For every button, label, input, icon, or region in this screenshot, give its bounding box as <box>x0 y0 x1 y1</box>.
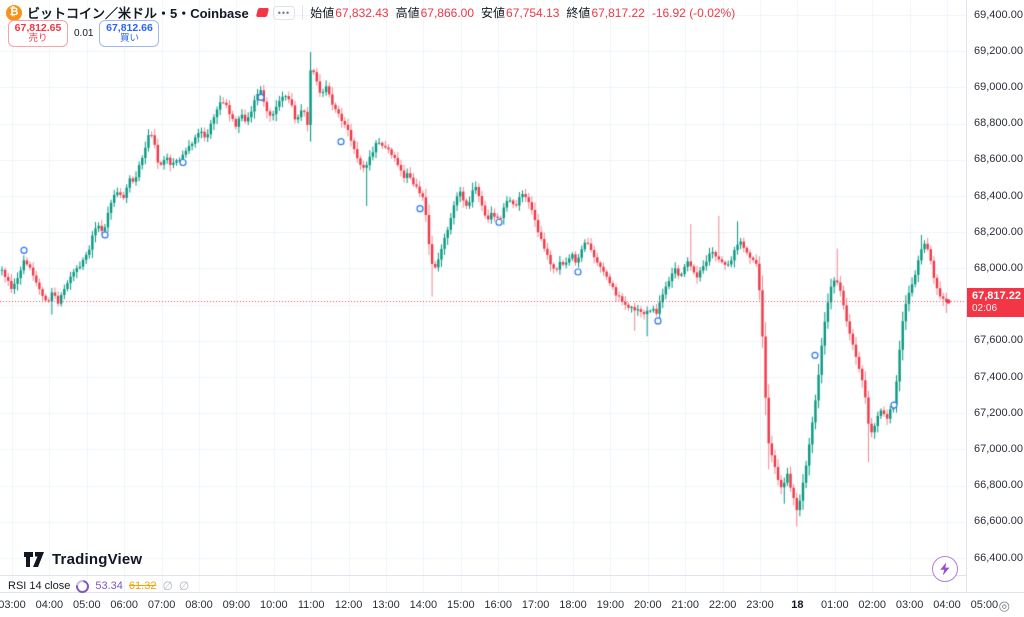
open-value: 始値67,832.43 <box>310 6 389 20</box>
price-axis-label: 69,200.00 <box>974 44 1023 57</box>
rsi-ma-value: 61.32 <box>128 580 157 592</box>
price-axis-label: 67,600.00 <box>974 334 1023 347</box>
time-axis-label: 11:00 <box>297 599 325 611</box>
time-axis-label: 13:00 <box>372 599 400 611</box>
time-axis-label: 14:00 <box>409 599 438 611</box>
time-axis-label: 07:00 <box>147 599 176 611</box>
time-axis-label: 03:00 <box>895 599 924 611</box>
current-price-label: 67,817.22 02:06 <box>967 288 1024 317</box>
time-axis-label: 15:00 <box>447 599 475 611</box>
time-axis-label: 22:00 <box>708 599 737 611</box>
time-axis-label: 12:00 <box>334 599 363 611</box>
candlestick-chart-canvas[interactable] <box>0 0 966 592</box>
time-axis-label: 08:00 <box>185 599 213 611</box>
time-axis-label: 10:00 <box>260 599 288 611</box>
ohlc-values: 始値67,832.43 高値67,866.00 安値67,754.13 終値67… <box>310 4 735 21</box>
bar-countdown: 02:06 <box>972 303 998 315</box>
spread-value: 0.01 <box>74 28 94 39</box>
bitcoin-icon: ₿ <box>6 4 22 21</box>
go-to-realtime-icon[interactable]: ◎ <box>998 598 1010 613</box>
price-axis-label: 68,800.00 <box>974 117 1023 130</box>
time-axis-label: 04:00 <box>933 599 961 611</box>
price-axis-label: 66,600.00 <box>974 515 1023 528</box>
tradingview-logo[interactable]: TradingView <box>24 551 142 568</box>
time-axis-label: 17:00 <box>521 599 550 611</box>
low-value: 安値67,754.13 <box>481 6 560 20</box>
buy-button[interactable]: 67,812.66 買い <box>99 20 160 47</box>
time-axis-label: 16:00 <box>484 599 512 611</box>
rsi-loading-icon <box>73 576 92 596</box>
price-axis-label: 68,200.00 <box>974 225 1023 238</box>
current-price-value: 67,817.22 <box>972 290 1021 303</box>
price-axis-label: 67,200.00 <box>974 406 1023 419</box>
time-axis-label: 18 <box>791 599 804 611</box>
time-axis-label: 02:00 <box>858 599 886 611</box>
price-axis[interactable]: 67,817.22 02:06 69,400.00 69,200.00 69,000… <box>966 0 1024 592</box>
rsi-indicator-legend[interactable]: RSI 14 close 53.34 61.32 ∅ ∅ <box>8 576 190 596</box>
time-axis-label: 20:00 <box>634 599 662 611</box>
time-axis-label: 01:00 <box>821 599 849 611</box>
price-axis-label: 67,000.00 <box>974 442 1023 455</box>
order-panel: 67,812.65 売り 0.01 67,812.66 買い <box>8 20 160 47</box>
time-axis[interactable]: ◎ 03:00 04:00 05:00 06:00 07:00 08:00 09:00 10:… <box>0 593 1024 617</box>
time-axis-label: 05:00 <box>73 599 101 611</box>
price-axis-label: 68,400.00 <box>974 189 1023 202</box>
price-axis-label: 66,400.00 <box>974 551 1023 564</box>
time-axis-label: 18:00 <box>559 599 587 611</box>
price-axis-label: 69,000.00 <box>974 80 1023 93</box>
time-axis-border <box>0 592 1024 593</box>
sell-button[interactable]: 67,812.65 売り <box>8 20 68 47</box>
legend-divider <box>302 5 304 20</box>
time-axis-label: 05:00 <box>970 599 999 611</box>
legend-more-button[interactable]: ••• <box>272 5 296 20</box>
change-value: -16.92 (-0.02%) <box>651 5 736 20</box>
lightning-bolt-icon <box>940 562 950 576</box>
price-axis-label: 68,000.00 <box>974 261 1023 274</box>
price-axis-label: 68,600.00 <box>974 153 1023 166</box>
time-axis-label: 09:00 <box>222 599 251 611</box>
time-axis-label: 06:00 <box>110 599 138 611</box>
price-axis-label: 66,800.00 <box>974 479 1023 492</box>
time-axis-label: 23:00 <box>746 599 774 611</box>
price-axis-label: 69,400.00 <box>974 8 1023 21</box>
empty-value-icon: ∅ <box>162 579 173 593</box>
symbol-title[interactable]: ビットコイン／米ドル・5・Coinbase <box>27 6 249 21</box>
red-flag-icon <box>255 8 269 17</box>
tradingview-logo-text: TradingView <box>52 551 143 568</box>
quick-trade-button[interactable] <box>932 556 958 582</box>
tradingview-logo-icon <box>24 552 44 567</box>
high-value: 高値67,866.00 <box>395 6 475 20</box>
empty-value-icon: ∅ <box>178 579 190 593</box>
time-axis-label: 04:00 <box>35 599 64 611</box>
rsi-title: RSI 14 close <box>8 580 71 592</box>
time-axis-label: 19:00 <box>596 599 625 611</box>
time-axis-label: 21:00 <box>671 599 699 611</box>
symbol-legend: ₿ ビットコイン／米ドル・5・Coinbase ••• 始値67,832.43 … <box>6 3 735 22</box>
time-axis-label: 03:00 <box>0 599 26 611</box>
rsi-value: 53.34 <box>95 580 123 592</box>
close-value: 終値67,817.22 <box>566 6 645 20</box>
price-axis-label: 67,400.00 <box>974 370 1023 383</box>
pane-separator[interactable] <box>0 575 1024 576</box>
